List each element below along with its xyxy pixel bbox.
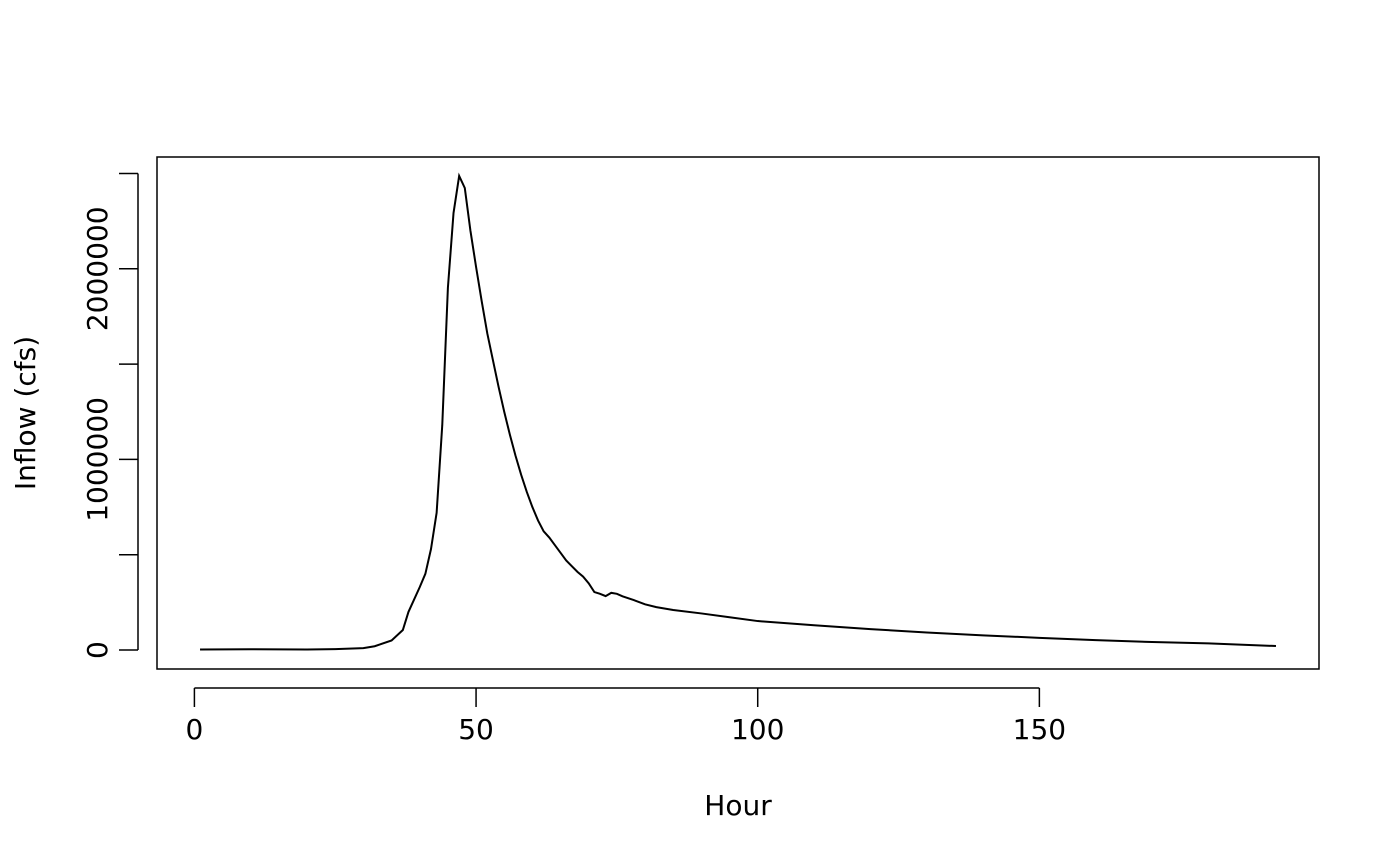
y-axis-label: Inflow (cfs): [9, 336, 42, 490]
plot-frame: [156, 156, 1320, 670]
y-tick-label: 1000000: [81, 397, 114, 522]
y-tick-label: 0: [81, 641, 114, 659]
x-axis-label: Hour: [704, 789, 772, 822]
x-tick-label: 100: [731, 713, 784, 746]
data-line: [200, 172, 1276, 651]
x-tick-label: 150: [1013, 713, 1066, 746]
x-tick-label: 0: [185, 713, 203, 746]
y-tick-label: 2000000: [81, 206, 114, 331]
x-tick-label: 50: [458, 713, 494, 746]
